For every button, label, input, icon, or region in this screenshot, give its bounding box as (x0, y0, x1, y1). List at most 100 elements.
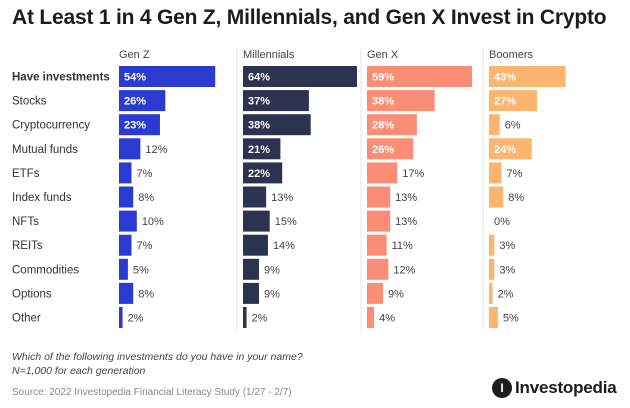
value-label-gen-z-stocks: 26% (124, 96, 146, 108)
panel-header-gen-x: Gen X (367, 49, 399, 61)
bar-millennials-commodities (243, 258, 260, 280)
value-label-gen-z-have-investments: 54% (124, 72, 146, 84)
bar-gen-x-options (367, 282, 384, 304)
bar-gen-x-other (367, 307, 375, 328)
chart-svg: Have investments Stocks Cryptocurrency Mutu… (12, 48, 566, 330)
value-label-boomers-cryptocurrency: 6% (505, 120, 521, 132)
category-label-mutual-funds: Mutual funds (12, 144, 78, 156)
value-label-boomers-other: 5% (503, 313, 519, 325)
bar-gen-x-mutual-funds (367, 138, 414, 160)
category-label-index-funds: Index funds (12, 192, 72, 204)
value-label-gen-x-other: 4% (379, 313, 395, 325)
panel-header-gen-z: Gen Z (119, 49, 150, 61)
value-label-gen-z-cryptocurrency: 23% (124, 120, 146, 132)
bar-gen-z-cryptocurrency (119, 114, 160, 136)
bar-gen-x-etfs (367, 162, 398, 184)
value-label-gen-x-mutual-funds: 26% (372, 144, 394, 156)
category-label-nfts: NFTs (12, 216, 39, 228)
value-label-gen-z-commodities: 5% (133, 264, 149, 276)
bar-gen-z-have-investments (119, 66, 216, 87)
bar-millennials-stocks (243, 90, 309, 112)
value-label-gen-z-reits: 7% (136, 240, 152, 252)
value-label-millennials-nfts: 15% (275, 216, 297, 228)
category-label-cryptocurrency: Cryptocurrency (12, 120, 90, 132)
value-label-millennials-other: 2% (252, 313, 268, 325)
value-label-millennials-mutual-funds: 21% (248, 144, 270, 156)
category-label-commodities: Commodities (12, 264, 79, 276)
bar-boomers-etfs (489, 162, 502, 184)
value-label-boomers-reits: 3% (499, 240, 515, 252)
value-label-gen-z-etfs: 7% (136, 168, 152, 180)
value-label-boomers-mutual-funds: 24% (494, 144, 516, 156)
bar-millennials-have-investments (243, 66, 357, 87)
bar-boomers-have-investments (489, 66, 566, 87)
bar-gen-x-commodities (367, 258, 389, 280)
value-label-gen-z-nfts: 10% (142, 216, 164, 228)
category-label-other: Other (12, 313, 41, 325)
value-label-millennials-stocks: 37% (248, 96, 270, 108)
bar-gen-x-stocks (367, 90, 435, 112)
bar-boomers-mutual-funds (489, 138, 532, 160)
logo-text: Investopedia (515, 378, 617, 397)
bar-millennials-reits (243, 234, 268, 256)
category-label-etfs: ETFs (12, 168, 40, 180)
value-label-boomers-commodities: 3% (499, 264, 515, 276)
value-label-gen-z-other: 2% (128, 313, 144, 325)
bar-millennials-other (243, 307, 247, 328)
bar-gen-x-nfts (367, 210, 391, 232)
category-label-options: Options (12, 288, 52, 300)
bar-gen-x-cryptocurrency (367, 114, 417, 136)
bar-boomers-other (489, 307, 498, 328)
bar-boomers-commodities (489, 258, 495, 280)
value-label-gen-x-nfts: 13% (395, 216, 417, 228)
bar-gen-z-etfs (119, 162, 132, 184)
category-label-stocks: Stocks (12, 96, 47, 108)
value-label-gen-x-stocks: 38% (372, 96, 394, 108)
category-label-reits: REITs (12, 240, 43, 252)
value-label-gen-x-options: 9% (388, 288, 404, 300)
bar-gen-z-options (119, 282, 134, 304)
value-label-millennials-have-investments: 64% (248, 72, 270, 84)
value-label-millennials-cryptocurrency: 38% (248, 120, 270, 132)
bar-millennials-index-funds (243, 186, 267, 208)
bar-boomers-index-funds (489, 186, 504, 208)
value-label-millennials-options: 9% (264, 288, 280, 300)
value-label-gen-x-have-investments: 59% (372, 72, 394, 84)
value-label-boomers-stocks: 27% (494, 96, 516, 108)
category-label-have-investments: Have investments (12, 72, 110, 84)
bar-millennials-options (243, 282, 260, 304)
value-label-boomers-index-funds: 8% (508, 192, 524, 204)
bar-gen-z-mutual-funds (119, 138, 141, 160)
sample-size: N=1,000 for each generation (12, 365, 146, 377)
value-label-boomers-nfts: 0% (494, 216, 510, 228)
value-label-boomers-options: 2% (498, 288, 514, 300)
bar-millennials-nfts (243, 210, 270, 232)
value-label-gen-x-reits: 11% (392, 240, 413, 252)
chart-title: At Least 1 in 4 Gen Z, Millennials, and … (12, 6, 607, 29)
panel-header-boomers: Boomers (489, 49, 534, 61)
bar-boomers-options (489, 282, 493, 304)
survey-question: Which of the following investments do yo… (12, 351, 303, 363)
value-label-millennials-reits: 14% (273, 240, 295, 252)
panel-header-millennials: Millennials (243, 49, 295, 61)
value-label-boomers-etfs: 7% (506, 168, 522, 180)
value-label-gen-z-index-funds: 8% (138, 192, 154, 204)
bar-gen-z-stocks (119, 90, 166, 112)
value-label-gen-x-etfs: 17% (402, 168, 424, 180)
bar-millennials-cryptocurrency (243, 114, 311, 136)
bar-millennials-etfs (243, 162, 283, 184)
logo-mark-icon: I (492, 378, 512, 398)
bar-boomers-stocks (489, 90, 538, 112)
bar-gen-z-reits (119, 234, 132, 256)
bar-gen-z-commodities (119, 258, 128, 280)
bar-boomers-reits (489, 234, 495, 256)
bar-boomers-cryptocurrency (489, 114, 500, 136)
bar-gen-x-have-investments (367, 66, 473, 87)
value-label-millennials-etfs: 22% (248, 168, 270, 180)
value-label-gen-z-mutual-funds: 12% (145, 144, 167, 156)
source-note: Source: 2022 Investopedia Financial Lite… (12, 387, 292, 398)
value-label-gen-z-options: 8% (138, 288, 154, 300)
bar-gen-z-other (119, 307, 123, 328)
bar-gen-x-reits (367, 234, 387, 256)
bar-gen-z-nfts (119, 210, 137, 232)
